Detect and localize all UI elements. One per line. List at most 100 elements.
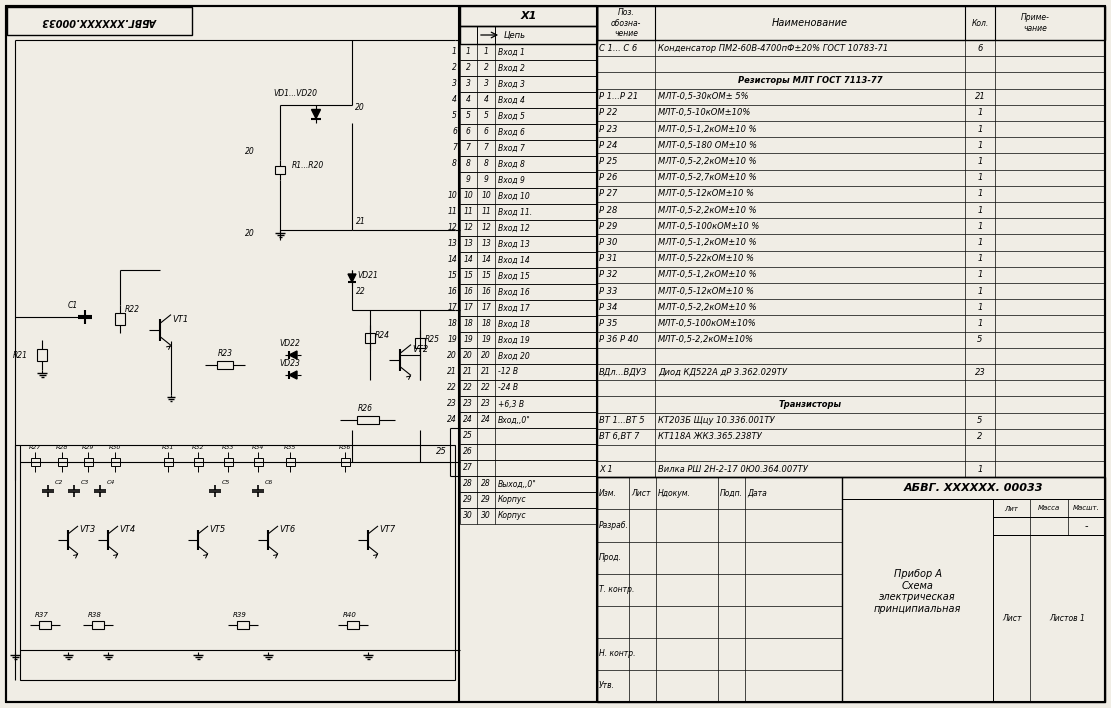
Text: VD21: VD21 [357, 270, 378, 280]
Bar [460, 172, 597, 188]
Text: 3: 3 [466, 79, 470, 88]
Bar [460, 76, 597, 92]
Bar [460, 380, 597, 396]
Text: VD23: VD23 [280, 359, 300, 368]
Text: Прод.: Прод. [599, 553, 622, 562]
Text: АБВГ. XXXXXX. 00033: АБВГ. XXXXXX. 00033 [903, 484, 1043, 493]
Text: МЛТ-0,5-22кОМ±10 %: МЛТ-0,5-22кОМ±10 % [658, 254, 754, 263]
Bar [460, 300, 597, 316]
Text: Прибор А
Схема
электрическая
принципиальная: Прибор А Схема электрическая принципиаль… [874, 569, 961, 614]
Text: Вход 4: Вход 4 [498, 96, 524, 105]
Text: 1: 1 [978, 173, 983, 182]
Text: 11: 11 [448, 207, 457, 217]
Text: R35: R35 [283, 445, 297, 450]
Text: 24: 24 [448, 416, 457, 425]
Text: 23: 23 [448, 399, 457, 409]
Bar [347, 621, 359, 629]
Text: 8: 8 [483, 159, 489, 169]
Text: Вход 18: Вход 18 [498, 319, 530, 329]
Text: 1: 1 [978, 270, 983, 280]
Text: 26: 26 [463, 447, 473, 457]
Bar [58, 458, 67, 466]
Text: R32: R32 [192, 445, 204, 450]
Text: R24: R24 [376, 331, 390, 340]
Text: Вход 20: Вход 20 [498, 351, 530, 360]
Text: Р 25: Р 25 [599, 157, 618, 166]
Text: Р 26: Р 26 [599, 173, 618, 182]
Text: 24: 24 [463, 416, 473, 425]
Text: Резисторы МЛТ ГОСТ 7113-77: Резисторы МЛТ ГОСТ 7113-77 [738, 76, 882, 85]
Text: 18: 18 [481, 319, 491, 329]
Text: Р 24: Р 24 [599, 141, 618, 150]
Text: МЛТ-0,5-30кОМ± 5%: МЛТ-0,5-30кОМ± 5% [658, 92, 749, 101]
Text: Р 32: Р 32 [599, 270, 618, 280]
Text: МЛТ-0,5-1,2кОМ±10 %: МЛТ-0,5-1,2кОМ±10 % [658, 125, 757, 134]
Bar [366, 333, 376, 343]
Text: 1: 1 [452, 47, 457, 57]
Text: 1: 1 [483, 47, 489, 57]
Text: 22: 22 [463, 384, 473, 392]
Text: Вход 10: Вход 10 [498, 191, 530, 200]
Text: 10: 10 [481, 191, 491, 200]
Text: Диод КД522А дР 3.362.029ТУ: Диод КД522А дР 3.362.029ТУ [658, 367, 787, 377]
Text: 11: 11 [463, 207, 473, 217]
Text: Масса: Масса [1038, 506, 1060, 511]
Bar [460, 492, 597, 508]
Text: C4: C4 [107, 481, 116, 486]
Text: Р 23: Р 23 [599, 125, 618, 134]
Text: 24: 24 [481, 416, 491, 425]
Text: Р 30: Р 30 [599, 238, 618, 247]
Text: 7: 7 [483, 144, 489, 152]
Text: 10: 10 [448, 191, 457, 200]
Text: 20: 20 [448, 351, 457, 360]
Text: 6: 6 [452, 127, 457, 137]
Bar [253, 458, 262, 466]
Text: Р 36 Р 40: Р 36 Р 40 [599, 335, 639, 344]
Text: 30: 30 [463, 511, 473, 520]
Text: 6: 6 [483, 127, 489, 137]
Text: МЛТ-0,5-2,2кОМ±10%: МЛТ-0,5-2,2кОМ±10% [658, 335, 754, 344]
Text: VT1: VT1 [172, 314, 189, 324]
Text: 28: 28 [463, 479, 473, 489]
Text: 2: 2 [452, 64, 457, 72]
Text: 4: 4 [483, 96, 489, 105]
Bar [193, 458, 202, 466]
Text: Вилка РШ 2Н-2-17 0Ю0.364.007ТУ: Вилка РШ 2Н-2-17 0Ю0.364.007ТУ [658, 464, 808, 474]
Text: Кол.: Кол. [971, 18, 989, 28]
Text: Разраб.: Разраб. [599, 521, 629, 530]
Text: 16: 16 [448, 287, 457, 297]
Polygon shape [289, 371, 297, 379]
Text: 1: 1 [978, 205, 983, 215]
Text: Р 1...Р 21: Р 1...Р 21 [599, 92, 638, 101]
Text: КТ118А ЖК3.365.238ТУ: КТ118А ЖК3.365.238ТУ [658, 433, 762, 441]
Text: 1: 1 [978, 303, 983, 312]
Text: 21: 21 [974, 92, 985, 101]
Text: Вход 7: Вход 7 [498, 144, 524, 152]
Text: C6: C6 [266, 481, 273, 486]
Text: 20: 20 [463, 351, 473, 360]
Text: МЛТ-0,5-10кОМ±10%: МЛТ-0,5-10кОМ±10% [658, 108, 751, 118]
Text: МЛТ-0,5-12кОМ±10 %: МЛТ-0,5-12кОМ±10 % [658, 287, 754, 296]
Text: Наименование: Наименование [772, 18, 848, 28]
Text: 28: 28 [481, 479, 491, 489]
Text: Листов 1: Листов 1 [1050, 615, 1085, 623]
Text: 12: 12 [448, 224, 457, 232]
Text: Р 22: Р 22 [599, 108, 618, 118]
Text: Вход 11.: Вход 11. [498, 207, 532, 217]
Bar [163, 458, 172, 466]
Bar [237, 621, 249, 629]
Text: R21: R21 [13, 350, 28, 360]
Text: VD1...VD20: VD1...VD20 [273, 89, 317, 98]
Text: МЛТ-0,5-100кОМ±10 %: МЛТ-0,5-100кОМ±10 % [658, 222, 760, 231]
Text: R23: R23 [218, 349, 232, 358]
Text: Поз.
обозна-
чение: Поз. обозна- чение [611, 8, 641, 38]
Text: Т. контр.: Т. контр. [599, 586, 634, 594]
Text: 20: 20 [246, 147, 254, 156]
Text: R25: R25 [426, 336, 440, 345]
Text: 14: 14 [448, 256, 457, 265]
Text: 13: 13 [463, 239, 473, 249]
Text: 5: 5 [466, 111, 470, 120]
Text: 29: 29 [463, 496, 473, 505]
Text: R38: R38 [88, 612, 102, 618]
Text: Вход 9: Вход 9 [498, 176, 524, 185]
